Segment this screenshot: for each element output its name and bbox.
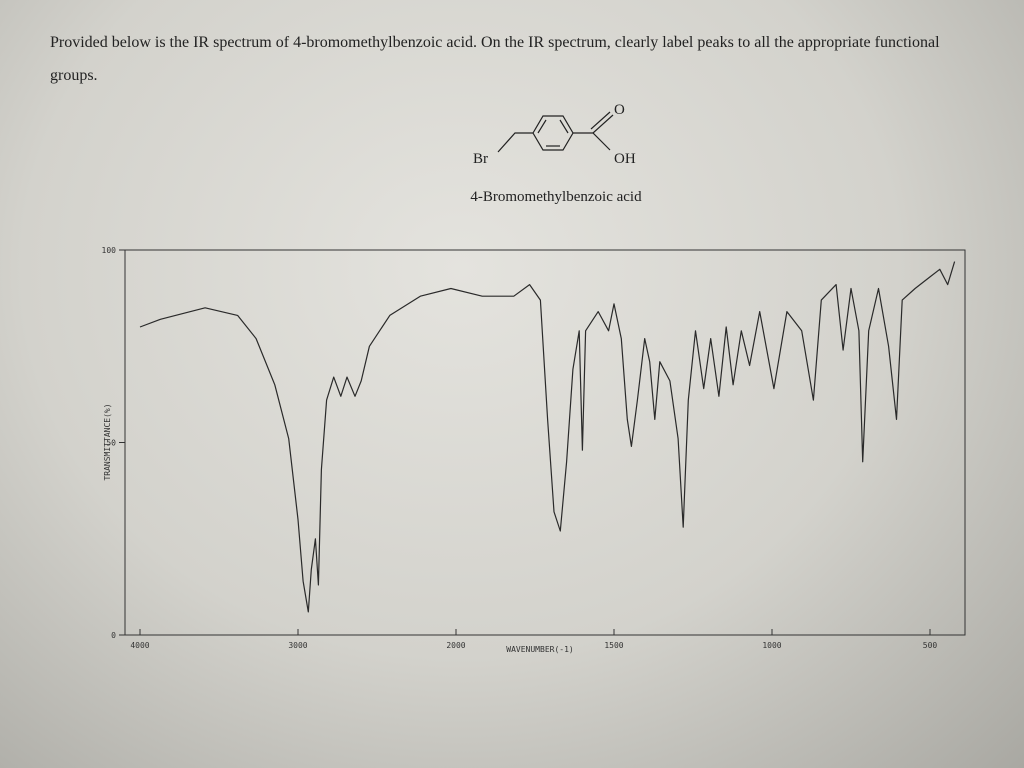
x-tick-label: 4000: [130, 641, 149, 650]
carboxyl-bond: [573, 132, 611, 151]
x-tick-label: 500: [923, 641, 938, 650]
question-text: Provided below is the IR spectrum of 4-b…: [50, 34, 940, 84]
y-tick-label: 0: [111, 631, 116, 640]
ring-bond: [559, 119, 569, 134]
ring-bond: [537, 119, 547, 134]
structure: [497, 111, 614, 153]
oh-label: OH: [614, 151, 636, 167]
benzene-ring: [532, 115, 574, 151]
x-tick-label: 1000: [762, 641, 781, 650]
x-tick-label: 3000: [288, 641, 307, 650]
y-tick-label: 100: [102, 246, 117, 255]
ch2-bond: [497, 132, 533, 153]
spectrum-line: [139, 261, 956, 613]
x-tick-label: 1500: [604, 641, 623, 650]
compound-name: 4-Bromomethylbenzoic acid: [470, 189, 642, 205]
x-axis-label: WAVENUMBER(-1): [506, 645, 573, 654]
carbonyl-bond: [592, 114, 614, 134]
br-label: Br: [473, 151, 488, 167]
y-axis-label: TRANSMITTANCE(%): [103, 403, 112, 480]
carbonyl-bond: [590, 111, 611, 130]
o-label: O: [614, 102, 625, 118]
y-tick-label: 50: [106, 439, 116, 448]
x-tick-label: 2000: [446, 641, 465, 650]
